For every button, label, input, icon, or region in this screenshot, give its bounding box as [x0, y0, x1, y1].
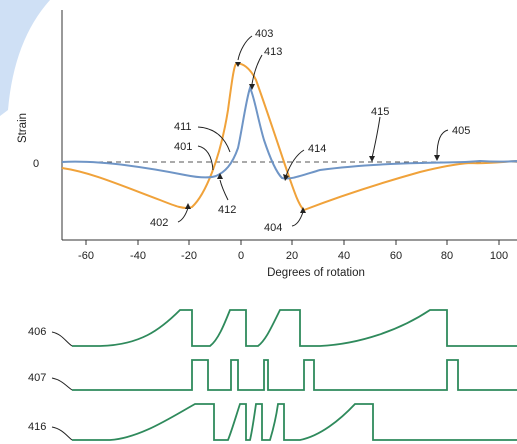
zero-label: 0: [33, 158, 39, 170]
callout-leaders: [177, 35, 449, 227]
y-axis-label: Strain: [17, 113, 29, 143]
leader-413: [251, 54, 263, 85]
arrowhead: [249, 84, 255, 90]
leader-416: [51, 426, 73, 441]
decor-corner: [0, 0, 50, 116]
callout-413: 413: [264, 46, 282, 58]
callout-405: 405: [452, 125, 470, 137]
arrowhead: [434, 155, 440, 161]
x-tick-label: -20: [181, 250, 197, 262]
callout-411: 411: [174, 121, 192, 133]
callout-415: 415: [371, 106, 389, 118]
arrowhead: [300, 207, 306, 213]
leader-401: [197, 145, 214, 171]
leader-404: [291, 211, 304, 227]
trace-406: [72, 309, 517, 347]
leader-402: [177, 207, 189, 223]
leader-412: [219, 179, 229, 201]
x-tick-label: 80: [441, 250, 453, 262]
x-tick-label: 100: [490, 250, 508, 262]
arrowhead: [185, 203, 191, 209]
trace-leaders: [51, 331, 73, 441]
x-tick-label: -40: [130, 250, 146, 262]
arrowhead: [283, 174, 289, 181]
arrowhead: [217, 173, 223, 179]
trace-416: [72, 403, 517, 441]
trace-label-416: 416: [28, 421, 46, 433]
callout-412: 412: [218, 204, 236, 216]
callout-404: 404: [264, 222, 282, 234]
x-tick-label: 0: [238, 250, 244, 262]
callout-arrowheads: [185, 62, 440, 213]
blue-strain-curve: [61, 85, 517, 180]
leader-407: [51, 377, 73, 391]
orange-strain-curve: [61, 62, 517, 212]
x-ticks: -60 -40 -20 0 20 40 60 80 100: [78, 240, 508, 262]
x-tick-label: 20: [286, 250, 298, 262]
callout-414: 414: [308, 143, 326, 155]
x-tick-label: -60: [78, 250, 94, 262]
leader-414: [285, 149, 305, 177]
arrowhead: [235, 62, 241, 67]
arrowhead: [369, 156, 375, 162]
leader-411: [197, 126, 231, 153]
callout-401: 401: [174, 141, 192, 153]
callout-403: 403: [255, 28, 273, 40]
callout-402: 402: [150, 217, 168, 229]
x-axis-label: Degrees of rotation: [267, 267, 365, 279]
x-tick-label: 40: [338, 250, 350, 262]
leader-415: [371, 116, 381, 159]
x-tick-label: 60: [390, 250, 402, 262]
leader-405: [436, 129, 449, 157]
leader-403: [237, 35, 253, 61]
trace-407: [72, 359, 517, 391]
trace-label-407: 407: [28, 372, 46, 384]
trace-label-406: 406: [28, 326, 46, 338]
leader-406: [51, 331, 73, 347]
